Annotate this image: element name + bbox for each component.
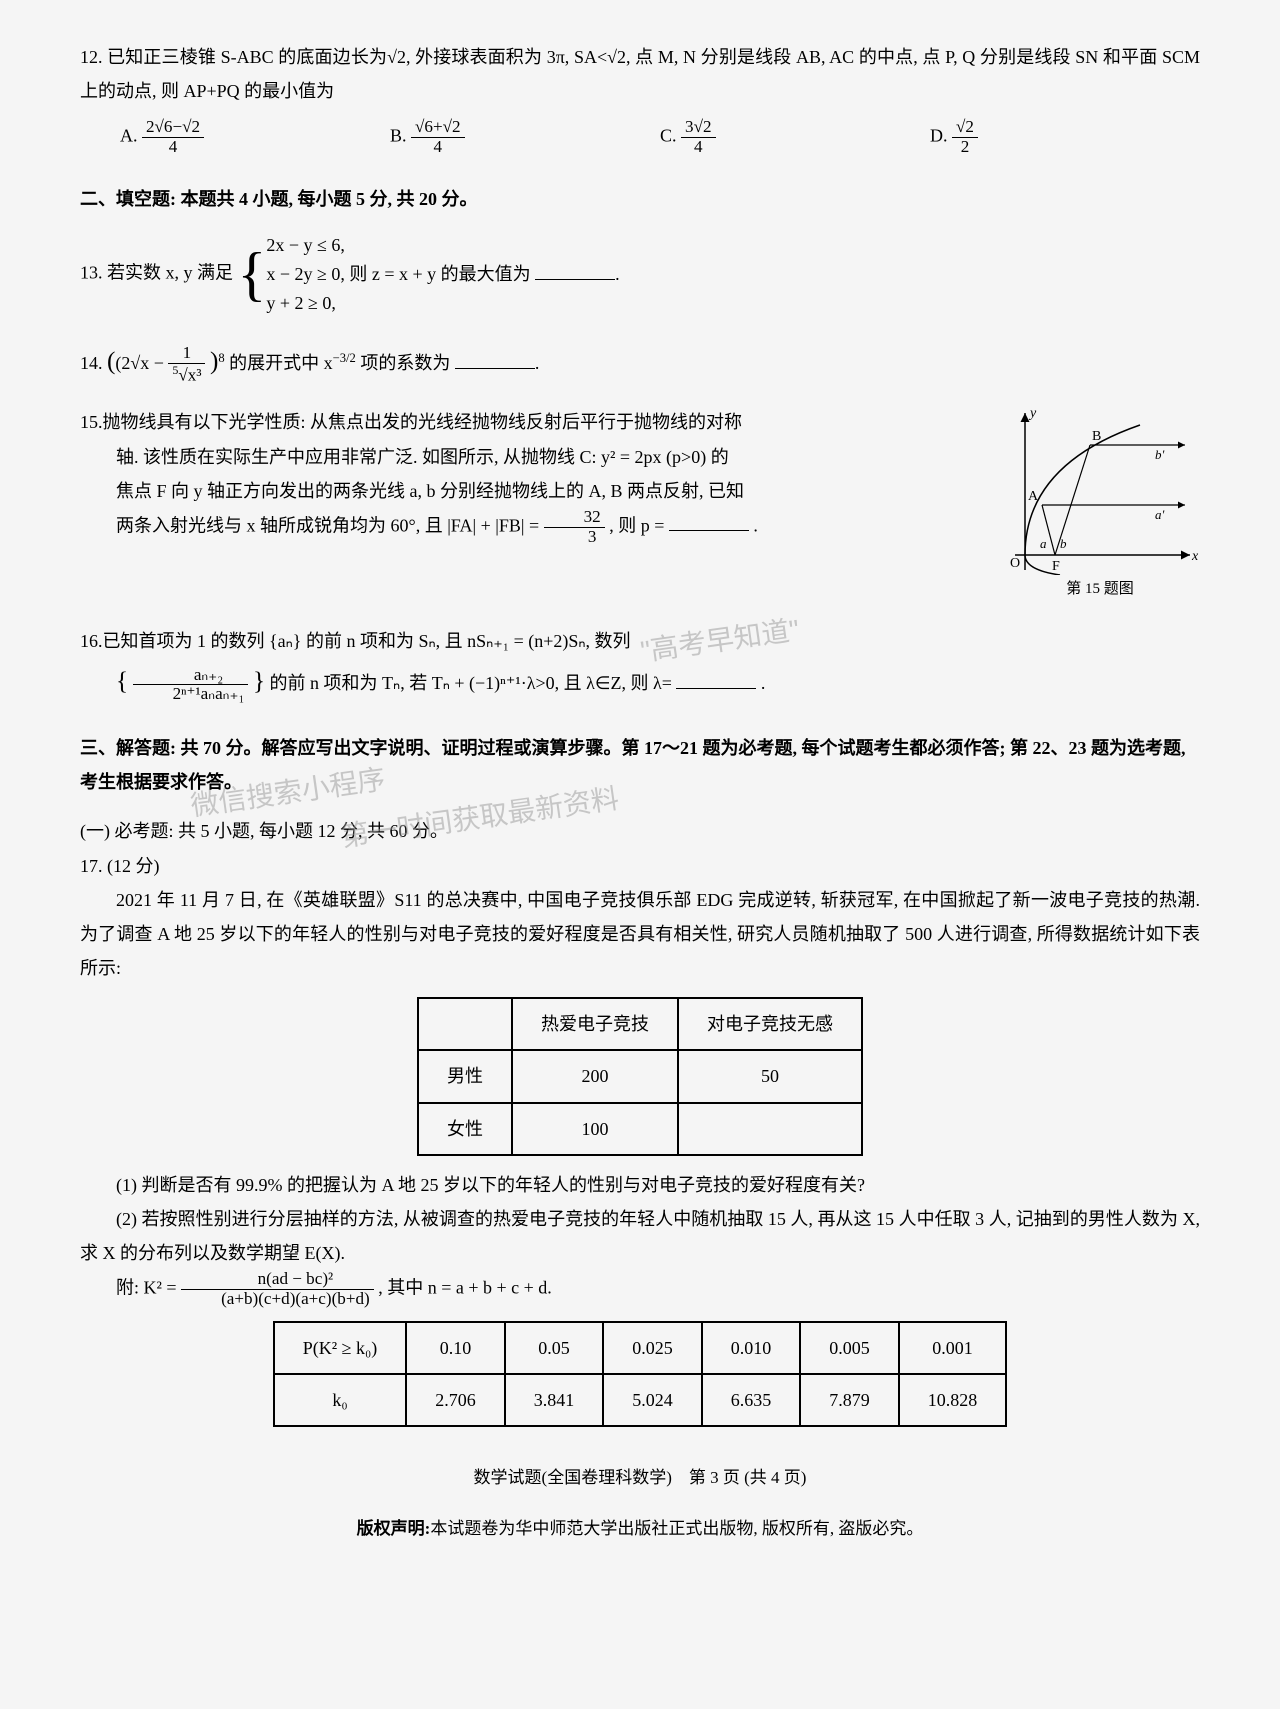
choice-d: D. √22 (930, 118, 1200, 157)
q15-number: 15. (80, 412, 103, 432)
q15-figure: O F A B a b a' b' x y 第 15 题图 (1000, 405, 1200, 604)
q15-blank (669, 513, 749, 531)
q13-line2: x − 2y ≥ 0, 则 z = x + y 的最大值为 (266, 264, 530, 284)
svg-text:a': a' (1155, 507, 1165, 522)
q17-table1: 热爱电子竞技 对电子竞技无感 男性 200 50 女性 100 (417, 997, 863, 1156)
svg-text:F: F (1052, 559, 1060, 574)
q14-blank (455, 351, 535, 369)
choice-b: B. √6+√24 (390, 118, 660, 157)
figure-caption: 第 15 题图 (1000, 575, 1200, 604)
q13-blank (535, 262, 615, 280)
question-15: 15.抛物线具有以下光学性质: 从焦点出发的光线经抛物线反射后平行于抛物线的对称… (80, 405, 1200, 604)
q16-blank (676, 671, 756, 689)
q17-sub1: (1) 判断是否有 99.9% 的把握认为 A 地 25 岁以下的年轻人的性别与… (80, 1168, 1200, 1202)
q17-table2: P(K² ≥ k₀) 0.10 0.05 0.025 0.010 0.005 0… (273, 1321, 1008, 1427)
q12-body: 已知正三棱锥 S-ABC 的底面边长为√2, 外接球表面积为 3π, SA<√2… (80, 47, 1200, 101)
svg-text:b': b' (1155, 447, 1165, 462)
q13-number: 13. (80, 262, 103, 282)
section-3-title: 三、解答题: 共 70 分。解答应写出文字说明、证明过程或演算步骤。第 17～2… (80, 731, 1200, 799)
question-12: 12. 已知正三棱锥 S-ABC 的底面边长为√2, 外接球表面积为 3π, S… (80, 40, 1200, 157)
q17-number: 17. (12 分) (80, 849, 1200, 883)
brace-left: { (238, 244, 267, 304)
svg-text:A: A (1028, 489, 1039, 504)
q17-para1: 2021 年 11 月 7 日, 在《英雄联盟》S11 的总决赛中, 中国电子竞… (80, 883, 1200, 986)
q16-number: 16. (80, 631, 103, 651)
svg-text:B: B (1092, 429, 1101, 444)
q17-sub2: (2) 若按照性别进行分层抽样的方法, 从被调查的热爱电子竞技的年轻人中随机抽取… (80, 1202, 1200, 1270)
page-footer: 数学试题(全国卷理科数学) 第 3 页 (共 4 页) (80, 1462, 1200, 1494)
q12-text: 12. 已知正三棱锥 S-ABC 的底面边长为√2, 外接球表面积为 3π, S… (80, 40, 1200, 108)
choice-c: C. 3√24 (660, 118, 930, 157)
question-13: 13. 若实数 x, y 满足 { 2x − y ≤ 6, x − 2y ≥ 0… (80, 231, 1200, 317)
copyright: 版权声明:本试题卷为华中师范大学出版社正式出版物, 版权所有, 盗版必究。 (80, 1513, 1200, 1545)
svg-text:b: b (1060, 536, 1067, 551)
q12-number: 12. (80, 47, 103, 67)
choice-a: A. 2√6−√24 (120, 118, 390, 157)
q13-line3: y + 2 ≥ 0, (266, 289, 619, 318)
svg-text:x: x (1191, 549, 1199, 564)
q12-choices: A. 2√6−√24 B. √6+√24 C. 3√24 D. √22 (80, 118, 1200, 157)
section-2-title: 二、填空题: 本题共 4 小题, 每小题 5 分, 共 20 分。 (80, 182, 1200, 216)
question-14: 14. ((2√x − 15√x³ )8 的展开式中 x−3/2 项的系数为 . (80, 338, 1200, 386)
section-3-subtitle: (一) 必考题: 共 5 小题, 每小题 12 分, 共 60 分。 (80, 814, 1200, 848)
question-17: 17. (12 分) 2021 年 11 月 7 日, 在《英雄联盟》S11 的… (80, 849, 1200, 1428)
svg-text:a: a (1040, 536, 1047, 551)
q13-pre: 若实数 x, y 满足 (107, 262, 233, 282)
svg-text:O: O (1010, 556, 1020, 571)
svg-text:y: y (1028, 406, 1037, 421)
q14-number: 14. (80, 353, 103, 373)
q13-line1: 2x − y ≤ 6, (266, 231, 619, 260)
question-16: 16.已知首项为 1 的数列 {aₙ} 的前 n 项和为 Sₙ, 且 nSₙ₊₁… (80, 624, 1200, 706)
